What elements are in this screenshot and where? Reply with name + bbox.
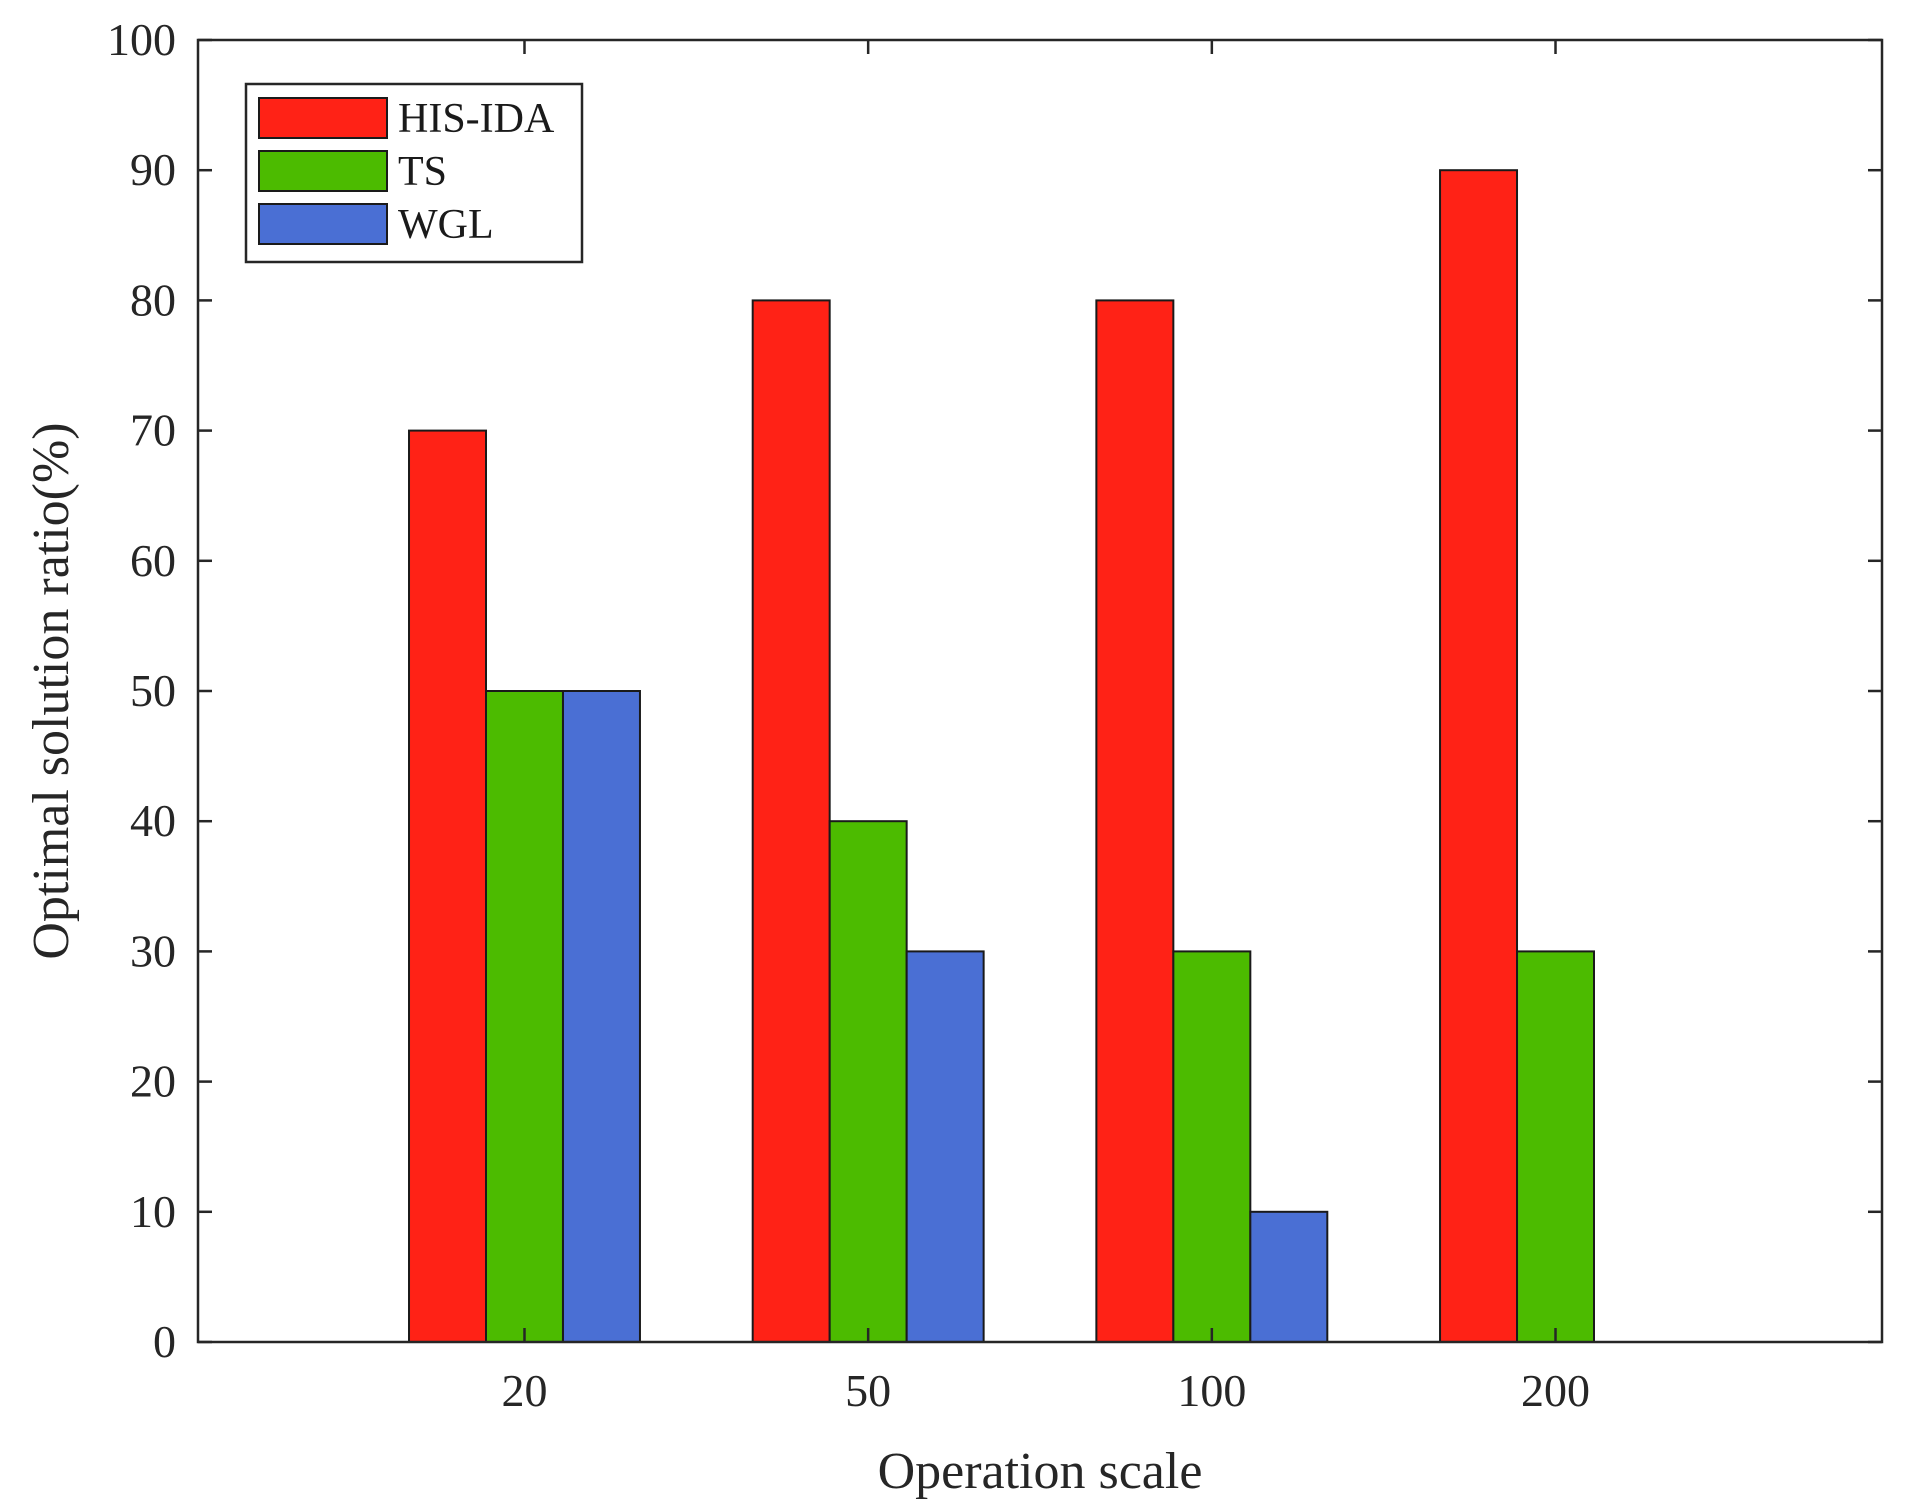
bar-his-ida-100: [1095, 299, 1175, 1343]
y-tick-label: 60: [130, 535, 176, 586]
bar-wgl-100: [1249, 1210, 1329, 1344]
legend-label-his-ida: HIS-IDA: [398, 96, 555, 142]
legend-swatch-wgl: [258, 203, 388, 245]
tick-labels-layer: 20 50 100 200 0 10 20 30 40 50 60 70 80 90 100: [107, 14, 1590, 1416]
x-tick-label: 50: [845, 1365, 891, 1416]
bar-wgl-50: [905, 950, 985, 1344]
y-tick-label: 70: [130, 405, 176, 456]
y-tick-label: 50: [130, 665, 176, 716]
bar-his-ida-200: [1439, 169, 1519, 1344]
bar-his-ida-20: [408, 429, 487, 1344]
bar-ts-20: [484, 690, 564, 1343]
legend-swatch-his-ida: [258, 97, 388, 139]
bar-his-ida-50: [751, 299, 831, 1343]
ticks-layer: [198, 38, 1882, 1344]
bar-ts-100: [1172, 950, 1252, 1344]
bar-ts-50: [828, 820, 908, 1343]
y-tick-label: 90: [130, 144, 176, 195]
x-tick-label: 20: [501, 1365, 547, 1416]
y-tick-label: 30: [130, 925, 176, 976]
y-tick-label: 100: [107, 14, 176, 65]
y-tick-label: 0: [153, 1316, 176, 1367]
y-tick-label: 20: [130, 1056, 176, 1107]
y-tick-label: 40: [130, 795, 176, 846]
bars-layer: [408, 169, 1596, 1344]
legend-label-ts: TS: [398, 149, 447, 195]
x-tick-label: 200: [1521, 1365, 1590, 1416]
x-tick-label: 100: [1177, 1365, 1246, 1416]
legend: HIS-IDA TS WGL: [244, 82, 584, 264]
legend-swatch-ts: [258, 150, 388, 192]
y-tick-label: 10: [130, 1186, 176, 1237]
bar-ts-200: [1516, 950, 1596, 1344]
x-axis-title: Operation scale: [878, 1443, 1203, 1500]
bar-wgl-20: [561, 690, 641, 1343]
legend-label-wgl: WGL: [398, 202, 494, 248]
y-axis-title: Optimal solution ratio(%): [23, 422, 80, 959]
y-tick-label: 80: [130, 274, 176, 325]
